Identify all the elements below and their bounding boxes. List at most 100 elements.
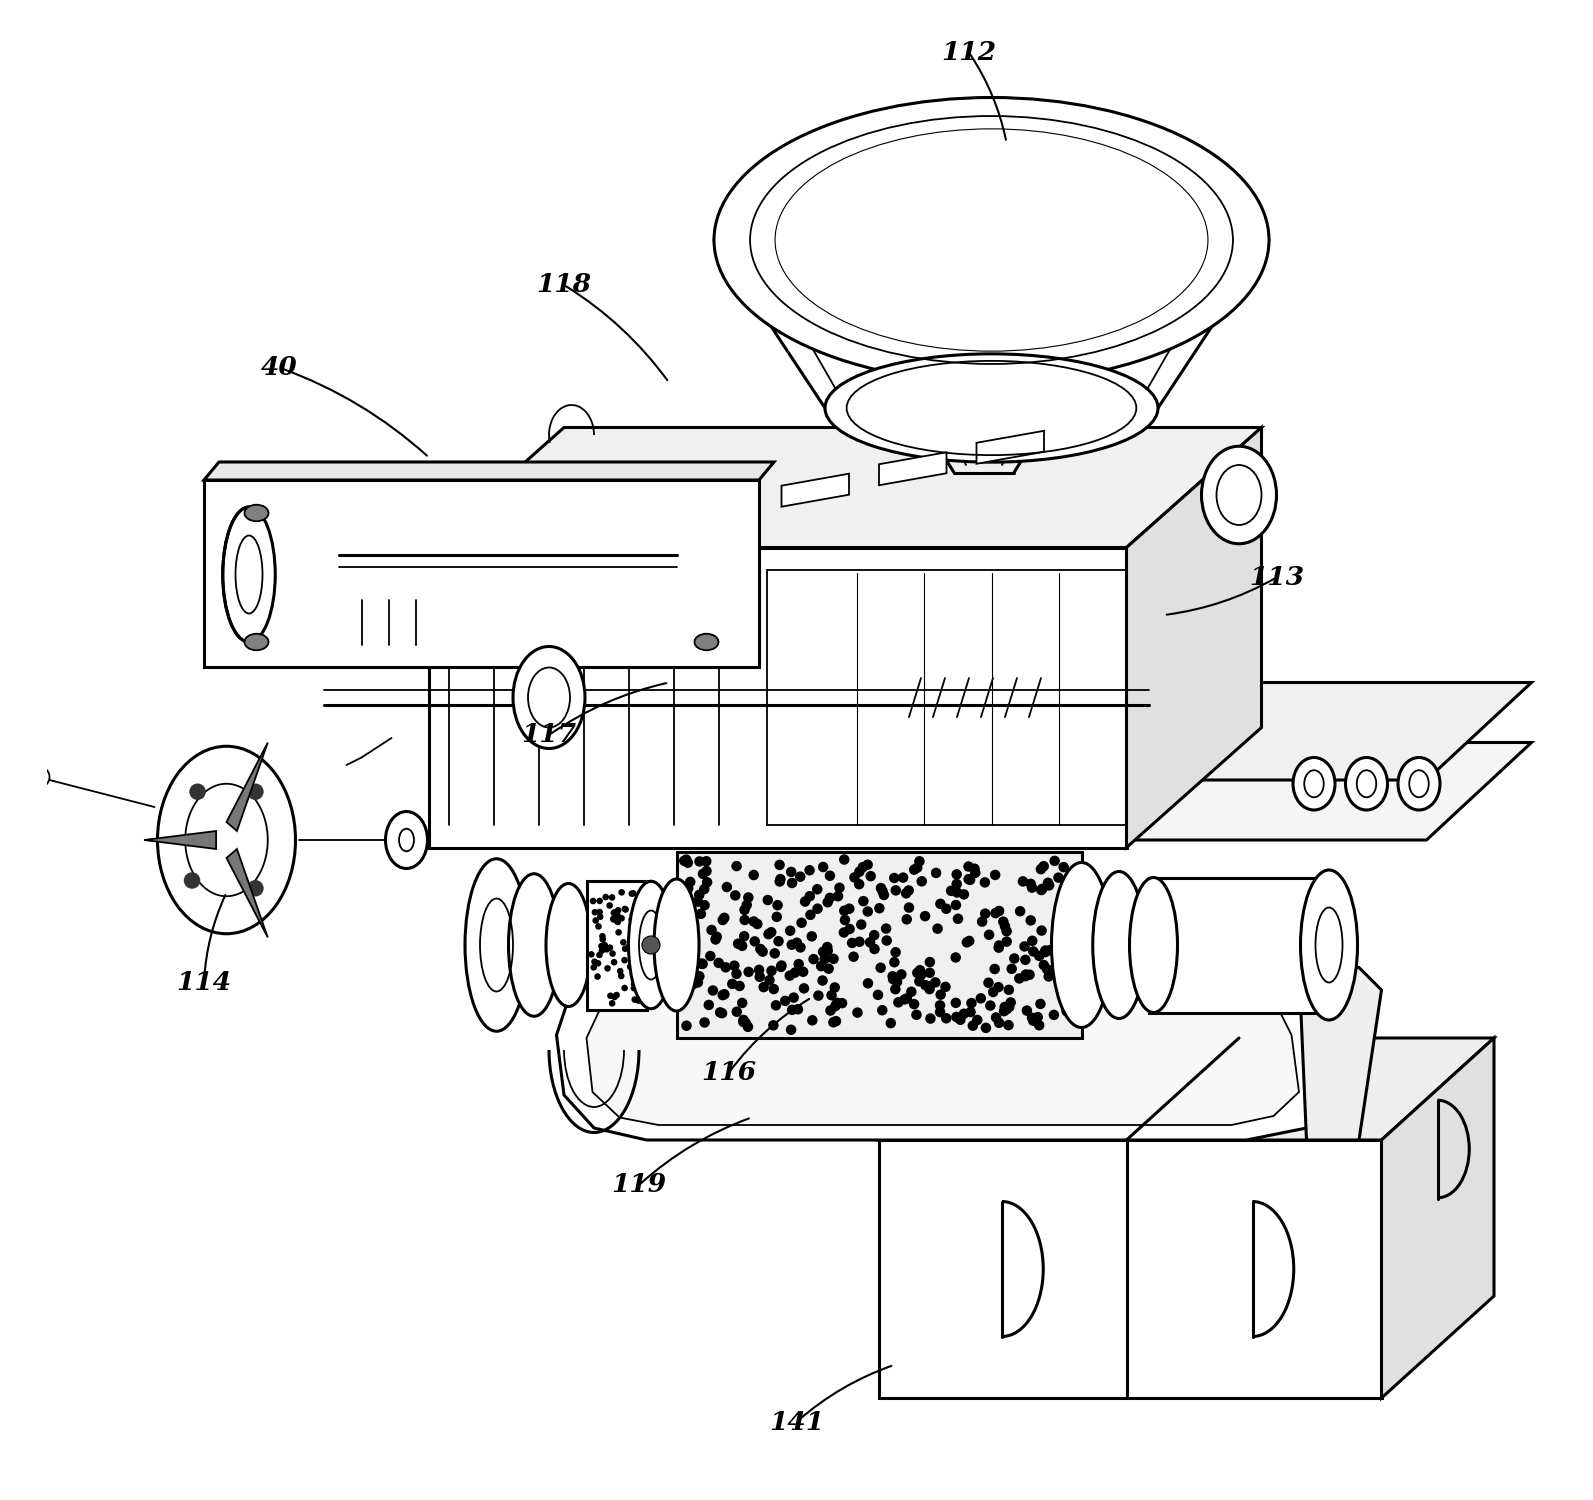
Circle shape [833, 891, 843, 902]
Circle shape [768, 1020, 779, 1031]
Polygon shape [204, 462, 774, 480]
Circle shape [854, 879, 865, 890]
Circle shape [1027, 946, 1039, 957]
Circle shape [951, 868, 962, 879]
Circle shape [696, 909, 706, 920]
Circle shape [795, 871, 806, 882]
Circle shape [1050, 855, 1059, 865]
Circle shape [612, 909, 618, 915]
Circle shape [857, 862, 868, 873]
Circle shape [1004, 1002, 1015, 1013]
Circle shape [959, 1008, 969, 1019]
Polygon shape [586, 880, 647, 1010]
Circle shape [610, 909, 616, 916]
Ellipse shape [825, 354, 1158, 462]
Circle shape [793, 958, 804, 969]
Circle shape [637, 968, 644, 975]
Circle shape [946, 885, 956, 896]
Circle shape [964, 936, 975, 946]
Circle shape [795, 942, 806, 952]
Circle shape [620, 939, 626, 945]
Circle shape [773, 936, 784, 946]
Polygon shape [782, 474, 849, 507]
Circle shape [738, 998, 747, 1008]
Circle shape [911, 1010, 922, 1020]
Circle shape [785, 1024, 796, 1035]
Circle shape [916, 970, 926, 981]
Circle shape [1021, 969, 1031, 980]
Circle shape [693, 897, 703, 908]
Polygon shape [594, 682, 699, 840]
Circle shape [825, 892, 835, 903]
Circle shape [753, 964, 765, 975]
Circle shape [597, 914, 604, 920]
Circle shape [631, 986, 637, 992]
Circle shape [1004, 984, 1015, 994]
Circle shape [827, 990, 836, 1000]
Circle shape [607, 945, 613, 951]
Circle shape [615, 918, 621, 926]
Circle shape [629, 891, 636, 897]
Circle shape [1056, 933, 1067, 944]
Circle shape [1037, 884, 1048, 894]
Circle shape [631, 945, 637, 951]
Circle shape [1042, 964, 1053, 975]
Circle shape [830, 982, 840, 993]
Circle shape [699, 900, 710, 910]
Circle shape [787, 1005, 798, 1016]
Circle shape [763, 896, 773, 906]
Circle shape [771, 1000, 781, 1011]
Polygon shape [1126, 427, 1262, 847]
Text: 113: 113 [1249, 566, 1305, 590]
Ellipse shape [465, 858, 527, 1032]
Circle shape [609, 1000, 615, 1006]
Circle shape [634, 984, 640, 992]
Circle shape [902, 993, 913, 1004]
Circle shape [596, 922, 602, 930]
Circle shape [706, 926, 717, 936]
Ellipse shape [1201, 447, 1276, 544]
Circle shape [685, 876, 696, 886]
Circle shape [914, 856, 924, 867]
Circle shape [591, 909, 599, 915]
Circle shape [183, 871, 201, 888]
Circle shape [924, 968, 935, 978]
Circle shape [731, 969, 742, 980]
Circle shape [832, 998, 843, 1008]
Circle shape [621, 906, 628, 912]
Circle shape [953, 914, 964, 924]
Text: 40: 40 [261, 356, 298, 380]
Circle shape [765, 975, 774, 986]
Circle shape [629, 950, 636, 957]
Circle shape [862, 859, 873, 870]
Circle shape [980, 878, 991, 888]
Circle shape [817, 946, 828, 957]
Circle shape [921, 980, 930, 990]
Ellipse shape [244, 633, 269, 651]
Circle shape [621, 957, 628, 963]
Circle shape [935, 1007, 945, 1017]
Circle shape [910, 999, 919, 1010]
Circle shape [602, 894, 609, 900]
Text: 118: 118 [537, 273, 591, 297]
Text: 119: 119 [612, 1173, 666, 1197]
Circle shape [1015, 974, 1024, 984]
Circle shape [972, 1014, 983, 1025]
Circle shape [828, 1017, 838, 1028]
Circle shape [898, 873, 908, 883]
Circle shape [738, 1017, 749, 1028]
Circle shape [1008, 952, 1020, 963]
Circle shape [902, 888, 911, 898]
Circle shape [930, 867, 941, 877]
Circle shape [190, 783, 205, 800]
Polygon shape [1298, 968, 1381, 1140]
Circle shape [1039, 861, 1048, 871]
Circle shape [1020, 970, 1031, 981]
Polygon shape [1381, 1038, 1494, 1398]
Circle shape [878, 886, 887, 897]
Circle shape [785, 867, 796, 877]
Circle shape [612, 993, 618, 1000]
Circle shape [1021, 1005, 1032, 1016]
Circle shape [1027, 882, 1037, 892]
Circle shape [1026, 879, 1035, 890]
